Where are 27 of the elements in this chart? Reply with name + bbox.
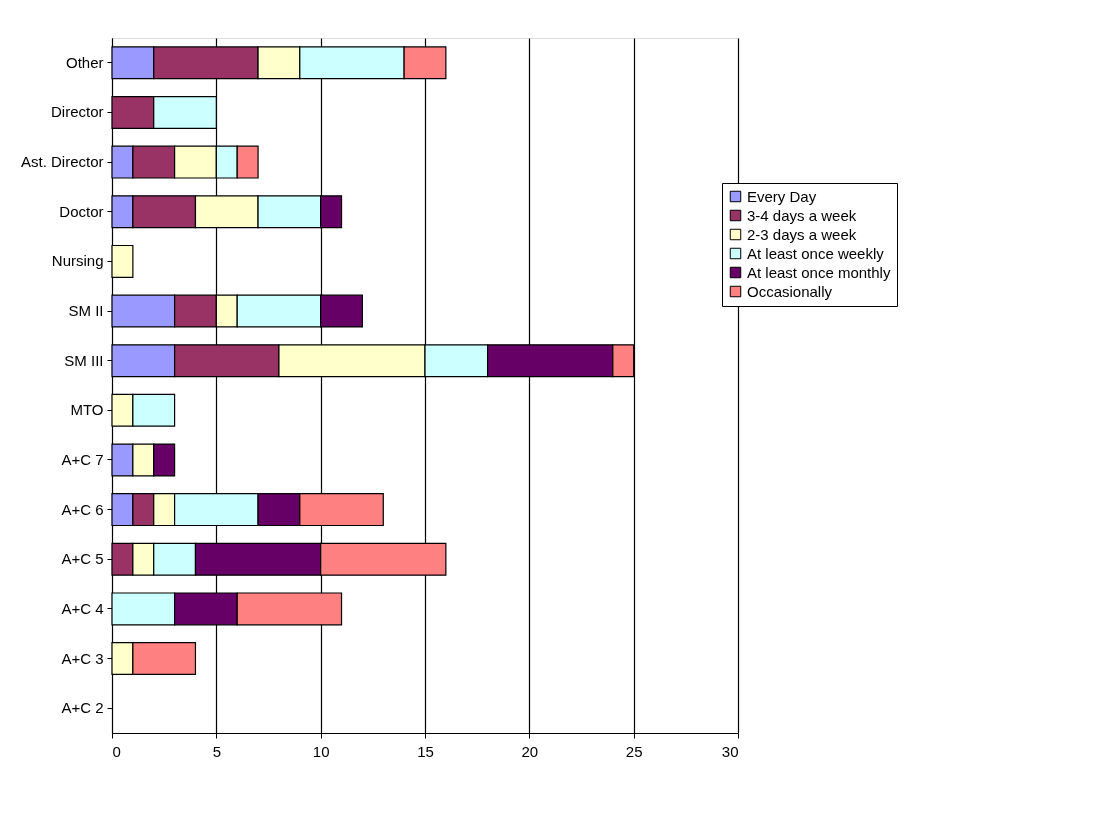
x-tick-label: 25 (625, 742, 643, 760)
y-tick-label: Doctor (59, 202, 104, 220)
y-tick-label: Other (65, 53, 104, 71)
legend-label: At least once monthly (747, 263, 891, 281)
legend-label: 3-4 days a week (747, 206, 857, 224)
x-tick-label: 30 (721, 742, 739, 760)
y-tick-label: Director (50, 103, 104, 121)
y-tick-label: SM III (64, 351, 104, 369)
legend-label: 2-3 days a week (747, 225, 857, 243)
x-tick-label: 0 (112, 742, 121, 760)
y-tick-label: Nursing (51, 252, 104, 270)
y-tick-label: A+C 3 (61, 649, 104, 667)
x-tick-label: 10 (312, 742, 330, 760)
y-tick-label: A+C 5 (61, 550, 104, 568)
y-tick-label: A+C 7 (61, 450, 104, 468)
y-tick-label: A+C 4 (61, 599, 104, 617)
y-tick-label: SM II (68, 302, 104, 320)
y-tick-label: Ast. Director (20, 153, 104, 171)
y-tick-label: A+C 6 (61, 500, 104, 518)
y-tick-label: A+C 2 (61, 699, 104, 717)
x-tick-label: 5 (212, 742, 222, 760)
legend-label: Every Day (747, 187, 817, 205)
x-tick-label: 20 (521, 742, 539, 760)
y-tick-label: MTO (70, 401, 104, 419)
x-tick-label: 15 (417, 742, 434, 760)
legend-label: Occasionally (747, 282, 833, 300)
legend-label: At least once weekly (747, 244, 885, 262)
